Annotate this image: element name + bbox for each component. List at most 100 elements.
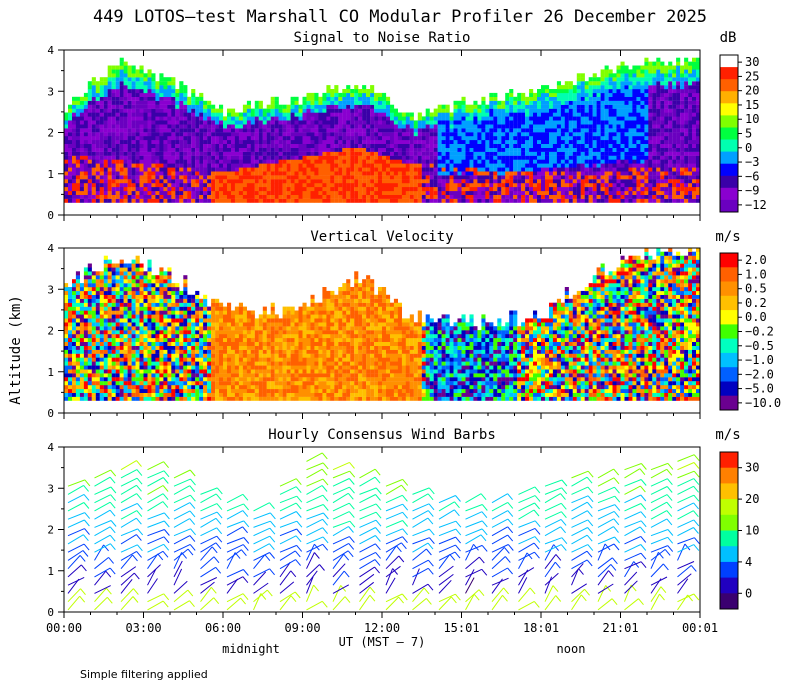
snr-cell bbox=[270, 104, 275, 109]
snr-cell bbox=[242, 190, 247, 195]
snr-cell bbox=[584, 100, 589, 105]
snr-cell bbox=[560, 187, 565, 192]
vv-cell bbox=[68, 326, 73, 331]
snr-cell bbox=[393, 187, 398, 192]
snr-cell bbox=[608, 171, 613, 176]
snr-cell bbox=[604, 171, 609, 176]
snr-cell bbox=[405, 183, 410, 188]
snr-cell bbox=[143, 171, 148, 176]
snr-cell bbox=[648, 187, 653, 192]
snr-cell bbox=[382, 108, 387, 113]
snr-cell bbox=[326, 128, 331, 133]
snr-cell bbox=[358, 132, 363, 137]
snr-cell bbox=[620, 171, 625, 176]
snr-cell bbox=[107, 73, 112, 78]
snr-cell bbox=[223, 147, 228, 152]
snr-cell bbox=[155, 100, 160, 105]
snr-cell bbox=[266, 167, 271, 172]
snr-cell bbox=[135, 81, 140, 86]
snr-cell bbox=[417, 155, 422, 160]
snr-cell bbox=[254, 190, 259, 195]
snr-cell bbox=[151, 198, 156, 203]
snr-cell bbox=[664, 163, 669, 168]
snr-cell bbox=[262, 159, 267, 164]
snr-cell bbox=[87, 120, 92, 125]
snr-cell bbox=[143, 179, 148, 184]
snr-cell bbox=[123, 128, 128, 133]
snr-cell bbox=[147, 108, 152, 113]
snr-cell bbox=[580, 104, 585, 109]
snr-cell bbox=[163, 147, 168, 152]
snr-cell bbox=[545, 85, 550, 90]
snr-cell bbox=[207, 128, 212, 133]
snr-cell bbox=[159, 194, 164, 199]
vv-cell bbox=[75, 369, 80, 374]
snr-cell bbox=[72, 194, 77, 199]
snr-cell bbox=[68, 116, 73, 121]
snr-cell bbox=[417, 190, 422, 195]
snr-cell bbox=[588, 100, 593, 105]
snr-cell bbox=[378, 92, 383, 97]
snr-cell bbox=[600, 69, 605, 74]
snr-cell bbox=[636, 179, 641, 184]
snr-cell bbox=[592, 89, 597, 94]
snr-cell bbox=[159, 136, 164, 141]
snr-cell bbox=[393, 190, 398, 195]
snr-cell bbox=[393, 108, 398, 113]
snr-cell bbox=[390, 175, 395, 180]
snr-cell bbox=[215, 175, 220, 180]
snr-cell bbox=[155, 92, 160, 97]
snr-cell bbox=[620, 159, 625, 164]
snr-cell bbox=[207, 116, 212, 121]
snr-cell bbox=[270, 171, 275, 176]
snr-cell bbox=[445, 171, 450, 176]
snr-cell bbox=[461, 171, 466, 176]
snr-cell bbox=[461, 143, 466, 148]
snr-cell bbox=[461, 108, 466, 113]
snr-cell bbox=[580, 89, 585, 94]
vv-cell bbox=[87, 302, 92, 307]
snr-cell bbox=[640, 69, 645, 74]
snr-cell bbox=[473, 175, 478, 180]
snr-cell bbox=[568, 147, 573, 152]
snr-cell bbox=[688, 167, 693, 172]
snr-cell bbox=[246, 132, 251, 137]
snr-cell bbox=[354, 183, 359, 188]
snr-cell bbox=[628, 143, 633, 148]
snr-cell bbox=[159, 116, 164, 121]
snr-cell bbox=[219, 190, 224, 195]
vv-cell bbox=[79, 283, 84, 288]
vv-cell bbox=[87, 271, 92, 276]
snr-cell bbox=[254, 116, 259, 121]
snr-cell bbox=[199, 175, 204, 180]
snr-cell bbox=[72, 108, 77, 113]
snr-cell bbox=[362, 183, 367, 188]
snr-cell bbox=[135, 155, 140, 160]
snr-cell bbox=[326, 155, 331, 160]
snr-cell bbox=[123, 65, 128, 70]
snr-cell bbox=[636, 100, 641, 105]
snr-cell bbox=[115, 96, 120, 101]
snr-cell bbox=[537, 198, 542, 203]
snr-cell bbox=[274, 190, 279, 195]
snr-cell bbox=[370, 190, 375, 195]
snr-cell bbox=[549, 128, 554, 133]
snr-cell bbox=[330, 163, 335, 168]
snr-cell bbox=[664, 81, 669, 86]
snr-cell bbox=[517, 167, 522, 172]
snr-cell bbox=[72, 116, 77, 121]
snr-cell bbox=[163, 77, 168, 82]
snr-cell bbox=[604, 139, 609, 144]
snr-cell bbox=[449, 190, 454, 195]
snr-cell bbox=[262, 112, 267, 117]
snr-cell bbox=[684, 132, 689, 137]
snr-cell bbox=[421, 190, 426, 195]
snr-cell bbox=[274, 151, 279, 156]
snr-cell bbox=[334, 151, 339, 156]
snr-cell bbox=[477, 167, 482, 172]
snr-cell bbox=[211, 108, 216, 113]
snr-cell bbox=[223, 190, 228, 195]
snr-cell bbox=[616, 159, 621, 164]
snr-cell bbox=[525, 96, 530, 101]
snr-cell bbox=[676, 139, 681, 144]
